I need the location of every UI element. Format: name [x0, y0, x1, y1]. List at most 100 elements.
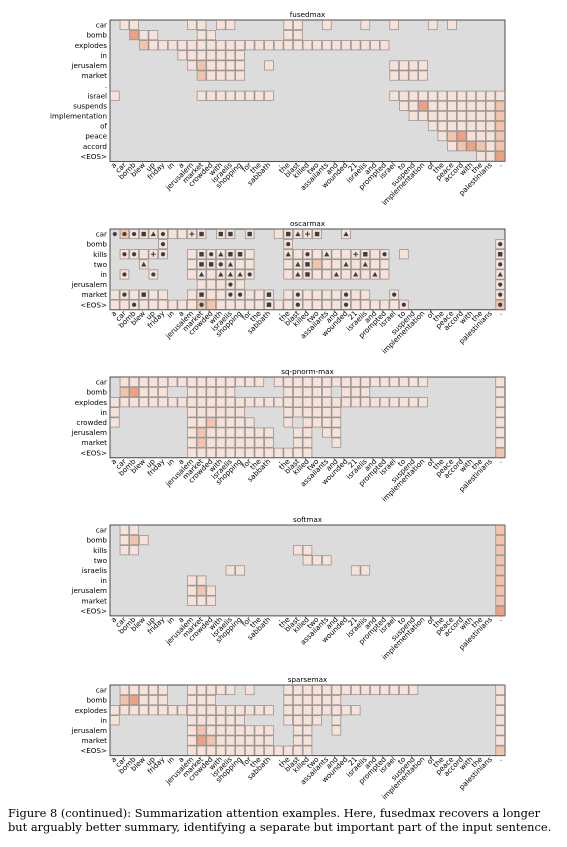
attention-cell — [264, 735, 274, 746]
attention-cell — [235, 407, 245, 418]
attention-cell — [244, 289, 255, 300]
attention-cell — [322, 20, 332, 31]
attention-cell — [293, 437, 303, 448]
attention-cell — [399, 60, 409, 71]
attention-cell — [476, 90, 486, 101]
attention-cell — [495, 685, 505, 696]
attention-cell — [283, 30, 293, 41]
cluster-marker-circle — [160, 242, 166, 247]
attention-cell — [312, 269, 322, 280]
attention-cell — [148, 705, 159, 716]
attention-cell — [476, 131, 486, 142]
attention-cell — [408, 685, 419, 696]
attention-cell — [138, 387, 149, 398]
attention-cell — [264, 60, 274, 71]
cluster-marker-circle — [112, 231, 117, 237]
x-tick-label: a — [176, 755, 185, 764]
attention-cell — [283, 685, 293, 696]
y-tick-label: market — [81, 71, 107, 80]
attention-cell — [341, 387, 351, 398]
heatmap-title: fusedmax — [290, 10, 326, 19]
attention-cell — [110, 397, 120, 408]
x-tick-label: to — [396, 160, 407, 171]
y-tick-label: in — [100, 270, 107, 279]
attention-cell — [206, 30, 216, 41]
cluster-marker-plus — [189, 231, 195, 237]
attention-cell — [244, 397, 255, 408]
attention-cell — [322, 695, 332, 706]
cluster-marker-circle — [122, 272, 127, 277]
attention-cell — [196, 575, 207, 586]
attention-cell — [235, 259, 245, 270]
attention-cell — [408, 100, 419, 111]
attention-cell — [196, 725, 207, 736]
attention-cell — [187, 745, 197, 756]
cluster-marker-circle — [151, 272, 156, 277]
attention-cell — [187, 585, 197, 596]
attention-cell — [264, 90, 274, 101]
cluster-marker-triangle — [353, 271, 359, 277]
attention-cell — [206, 387, 216, 398]
attention-cell — [129, 545, 139, 556]
attention-cell — [196, 437, 207, 448]
attention-cell — [254, 735, 265, 746]
y-tick-label: bomb — [86, 696, 107, 705]
attention-cell — [456, 131, 467, 142]
attention-cell — [129, 377, 139, 388]
attention-cell — [466, 90, 477, 101]
attention-cell — [235, 427, 245, 438]
attention-cell — [206, 447, 216, 458]
attention-cell — [495, 417, 505, 428]
attention-cell — [206, 299, 216, 310]
attention-cell — [293, 40, 303, 51]
y-tick-label: jerusalem — [71, 428, 108, 437]
x-tick-label: in — [165, 457, 176, 468]
heatmap-sparsemax: sparsemaxcarbombexplodesinjerusalemmarke… — [71, 675, 506, 800]
attention-cell — [225, 735, 236, 746]
attention-cell — [225, 387, 236, 398]
attention-cell — [293, 407, 303, 418]
attention-cell — [283, 289, 293, 300]
attention-cell — [360, 685, 371, 696]
attention-cell — [485, 121, 496, 132]
attention-cell — [312, 407, 322, 418]
attention-cell — [254, 725, 265, 736]
y-tick-label: in — [100, 51, 107, 60]
cluster-marker-square — [247, 231, 252, 237]
y-tick-label: explodes — [75, 398, 107, 407]
attention-cell — [466, 141, 477, 152]
attention-cell — [302, 427, 313, 438]
attention-cell — [350, 387, 361, 398]
cluster-marker-circle — [131, 302, 137, 307]
cluster-marker-circle — [237, 292, 243, 297]
attention-cell — [235, 397, 245, 408]
y-tick-label: market — [81, 596, 107, 605]
attention-cell — [216, 279, 226, 290]
attention-cell — [110, 417, 120, 428]
attention-cell — [312, 555, 322, 566]
attention-cell — [254, 299, 265, 310]
y-tick-label: market — [81, 290, 107, 299]
attention-cell — [331, 685, 342, 696]
attention-cell — [235, 725, 245, 736]
attention-cell — [476, 151, 486, 162]
attention-cell — [225, 715, 236, 726]
attention-cell — [264, 725, 274, 736]
attention-cell — [495, 545, 505, 556]
attention-cell — [177, 377, 188, 388]
attention-cell — [302, 545, 313, 556]
attention-cell — [206, 427, 216, 438]
attention-cell — [408, 397, 419, 408]
attention-cell — [437, 131, 448, 142]
attention-cell — [273, 397, 284, 408]
attention-cell — [119, 545, 130, 556]
attention-cell — [110, 705, 120, 716]
cluster-marker-circle — [295, 302, 300, 307]
attention-cell — [293, 745, 303, 756]
attention-cell — [206, 725, 216, 736]
x-tick-label: . — [274, 615, 282, 623]
attention-cell — [466, 100, 477, 111]
cluster-marker-triangle — [497, 271, 503, 277]
attention-cell — [437, 90, 448, 101]
attention-cell — [148, 289, 159, 300]
